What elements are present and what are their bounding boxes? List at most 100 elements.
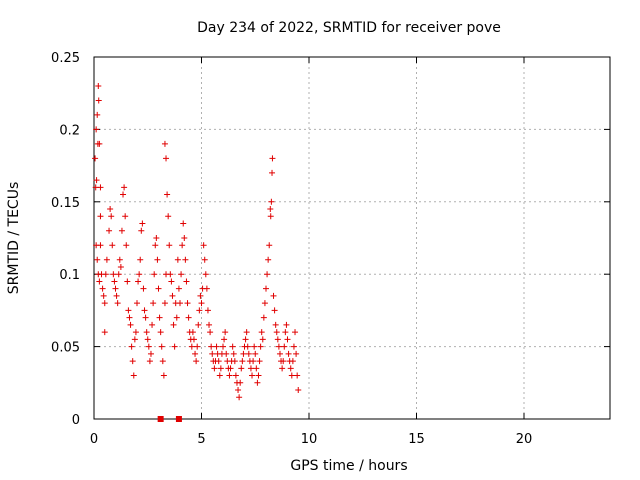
data-point: [114, 300, 121, 307]
data-point: [143, 329, 150, 336]
data-point: [190, 336, 197, 343]
data-point: [180, 220, 187, 227]
data-point: [108, 213, 115, 220]
data-point: [282, 329, 289, 336]
x-tick-label: 10: [301, 432, 318, 447]
data-point: [95, 82, 102, 89]
data-point: [293, 350, 300, 357]
axis-markers: [157, 416, 182, 422]
data-point: [156, 314, 163, 321]
data-point: [139, 220, 146, 227]
data-point: [93, 177, 100, 184]
y-tick-label: 0.05: [51, 341, 80, 356]
data-point: [195, 321, 202, 328]
data-point: [244, 343, 251, 350]
data-point: [161, 300, 168, 307]
data-point: [167, 271, 174, 278]
data-point: [152, 242, 159, 249]
data-point: [285, 350, 292, 357]
data-point: [128, 343, 135, 350]
data-point: [100, 292, 107, 299]
data-point: [101, 329, 108, 336]
data-point: [220, 343, 226, 350]
data-point: [223, 350, 230, 357]
data-point: [264, 271, 271, 278]
data-point: [97, 213, 104, 220]
data-point: [154, 256, 161, 263]
x-tick-label: 15: [408, 432, 425, 447]
data-point: [267, 213, 274, 220]
data-point: [99, 285, 106, 292]
data-point: [268, 198, 275, 205]
data-point: [257, 343, 264, 350]
data-point: [185, 314, 192, 321]
data-point: [149, 321, 156, 328]
data-point: [263, 285, 269, 292]
data-point: [182, 256, 189, 263]
data-point: [123, 242, 130, 249]
data-point: [126, 314, 133, 321]
data-point: [211, 365, 218, 372]
x-axis-label: GPS time / hours: [290, 458, 407, 474]
data-point: [217, 365, 224, 372]
data-point: [107, 206, 114, 213]
data-point: [240, 350, 247, 357]
data-point: [129, 358, 136, 365]
data-point: [165, 213, 172, 220]
data-point: [272, 321, 279, 328]
data-point: [137, 256, 144, 263]
data-point: [276, 350, 283, 357]
data-point: [142, 314, 149, 321]
data-point: [284, 336, 291, 343]
data-point: [145, 343, 152, 350]
data-point: [92, 155, 99, 162]
data-point: [201, 256, 208, 263]
data-point: [209, 350, 216, 357]
data-point: [256, 358, 263, 365]
data-point: [208, 343, 215, 350]
axis-marker: [157, 416, 164, 422]
data-point: [141, 307, 148, 314]
data-point: [221, 336, 228, 343]
data-point: [94, 256, 101, 263]
plot-frame: [93, 56, 611, 420]
data-point: [204, 307, 211, 314]
data-point: [237, 379, 244, 386]
data-point: [121, 184, 128, 191]
data-point: [252, 350, 259, 357]
data-point: [101, 300, 108, 307]
data-point: [227, 365, 234, 372]
data-point: [295, 387, 302, 394]
data-point: [242, 336, 249, 343]
data-point: [157, 329, 164, 336]
data-points: [92, 82, 302, 401]
data-point: [134, 300, 140, 307]
data-point: [97, 184, 104, 191]
data-point: [193, 358, 200, 365]
data-point: [271, 307, 278, 314]
data-point: [216, 372, 223, 379]
data-point: [283, 321, 290, 328]
data-point: [125, 307, 132, 314]
data-point: [113, 292, 120, 299]
data-point: [292, 329, 299, 336]
data-point: [265, 256, 272, 263]
data-point: [181, 235, 188, 241]
data-point: [275, 343, 282, 350]
data-point: [189, 329, 196, 336]
y-tick-label: 0.1: [59, 268, 80, 283]
data-point: [207, 329, 214, 336]
data-point: [238, 365, 245, 372]
data-point: [198, 300, 205, 307]
data-point: [213, 343, 220, 350]
data-point: [226, 372, 233, 379]
data-point: [95, 97, 102, 104]
data-point: [102, 271, 109, 278]
data-point: [116, 256, 123, 263]
data-point: [120, 191, 127, 198]
data-point: [106, 227, 113, 234]
data-point: [136, 271, 143, 278]
data-point: [243, 329, 250, 336]
data-point: [97, 242, 104, 249]
data-point: [93, 126, 100, 133]
